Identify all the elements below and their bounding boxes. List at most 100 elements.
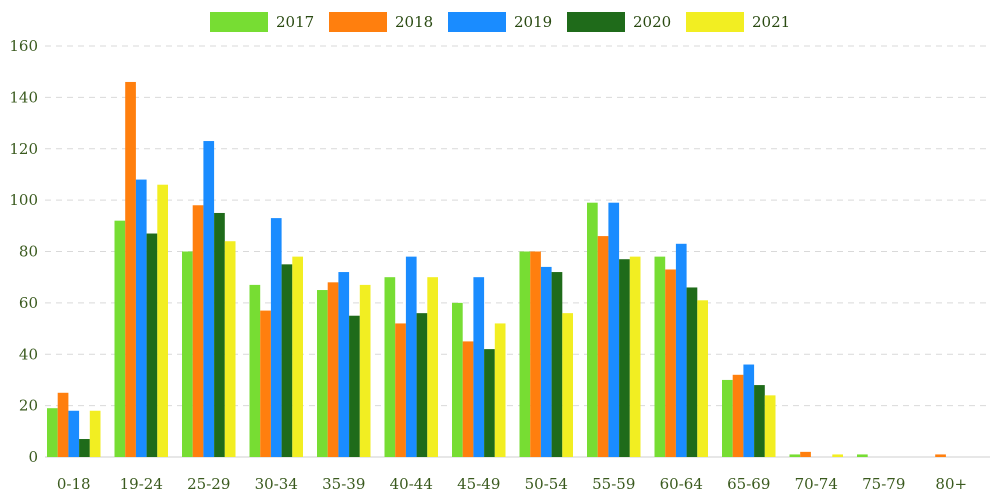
bar-2020-19-24 — [146, 233, 158, 457]
x-tick-label: 55-59 — [592, 475, 635, 493]
legend-label: 2018 — [395, 13, 433, 31]
legend-label: 2021 — [752, 13, 790, 31]
x-tick-label: 70-74 — [795, 475, 838, 493]
legend-item-2021[interactable]: 2021 — [686, 12, 790, 32]
y-tick-label: 140 — [9, 88, 38, 106]
bar-2018-65-69 — [732, 374, 744, 457]
x-tick-label: 40-44 — [390, 475, 433, 493]
legend-swatch — [329, 12, 387, 32]
y-tick-label: 80 — [19, 243, 38, 261]
y-tick-label: 120 — [9, 140, 38, 158]
bar-2017-55-59 — [587, 202, 598, 457]
y-tick-label: 0 — [28, 448, 38, 466]
bar-2017-75-79 — [857, 454, 868, 457]
chart-legend[interactable]: 2017 2018 2019 2020 2021 — [210, 12, 790, 32]
legend-item-2018[interactable]: 2018 — [329, 12, 433, 32]
legend-swatch — [210, 12, 268, 32]
bar-2018-80+ — [935, 454, 946, 457]
y-axis-tick-labels: 0 20 40 60 80 100 120 140 160 — [9, 37, 38, 466]
bar-2017-0-18 — [47, 408, 58, 457]
bar-2018-35-39 — [327, 282, 339, 457]
bar-2019-40-44 — [405, 256, 417, 457]
bar-2018-45-49 — [462, 341, 474, 457]
bar-2018-70-74 — [800, 451, 811, 457]
bar-2017-65-69 — [722, 379, 733, 457]
bar-2021-45-49 — [494, 323, 506, 457]
bar-2021-65-69 — [764, 395, 776, 457]
x-tick-label: 25-29 — [187, 475, 230, 493]
bar-2021-50-54 — [562, 313, 573, 457]
bar-2021-40-44 — [427, 277, 438, 457]
x-tick-label: 30-34 — [255, 475, 298, 493]
bar-2020-50-54 — [551, 272, 563, 457]
bar-2021-19-24 — [157, 184, 168, 457]
x-tick-label: 50-54 — [525, 475, 568, 493]
x-tick-label: 45-49 — [457, 475, 500, 493]
bar-2018-0-18 — [57, 392, 69, 457]
bar-2018-25-29 — [192, 205, 204, 457]
bar-2018-30-34 — [260, 310, 271, 457]
bar-2017-35-39 — [317, 290, 328, 457]
x-tick-label: 0-18 — [57, 475, 91, 493]
bar-2021-35-39 — [359, 284, 371, 457]
bar-2018-60-64 — [665, 269, 676, 457]
bar-2019-25-29 — [203, 141, 215, 457]
bar-2020-35-39 — [349, 315, 360, 457]
bar-2019-30-34 — [270, 218, 282, 457]
bar-2018-40-44 — [395, 323, 406, 457]
bar-2017-70-74 — [789, 454, 801, 457]
bar-2017-40-44 — [384, 277, 396, 457]
bar-2020-60-64 — [686, 287, 698, 457]
bar-series-group — [47, 81, 946, 458]
bar-2021-60-64 — [697, 300, 708, 457]
bar-2021-70-74 — [832, 454, 843, 457]
bar-2019-19-24 — [135, 179, 147, 457]
y-tick-label: 160 — [9, 37, 38, 55]
bar-2020-40-44 — [416, 313, 428, 457]
bar-2020-30-34 — [281, 264, 293, 457]
y-tick-label: 60 — [19, 294, 38, 312]
legend-item-2019[interactable]: 2019 — [448, 12, 552, 32]
x-tick-label: 75-79 — [862, 475, 905, 493]
bar-2019-50-54 — [540, 266, 552, 457]
bar-2020-55-59 — [619, 259, 630, 457]
bar-2020-45-49 — [484, 349, 495, 457]
bar-2020-25-29 — [214, 212, 225, 457]
bar-2019-65-69 — [743, 364, 755, 457]
bar-2019-55-59 — [608, 202, 620, 457]
x-tick-label: 60-64 — [660, 475, 703, 493]
legend-swatch — [686, 12, 744, 32]
bar-2019-60-64 — [675, 243, 687, 457]
bar-2021-30-34 — [292, 256, 303, 457]
bar-2019-35-39 — [338, 272, 350, 457]
bar-2018-55-59 — [597, 236, 609, 457]
bar-2017-45-49 — [452, 302, 463, 457]
legend-label: 2020 — [633, 13, 671, 31]
bar-2017-50-54 — [519, 251, 531, 457]
y-tick-label: 40 — [19, 345, 38, 363]
x-tick-label: 35-39 — [322, 475, 365, 493]
bar-2017-60-64 — [654, 256, 666, 457]
legend-item-2017[interactable]: 2017 — [210, 12, 314, 32]
x-tick-label: 80+ — [935, 475, 967, 493]
legend-label: 2019 — [514, 13, 552, 31]
bar-2017-19-24 — [114, 220, 126, 457]
bar-2019-0-18 — [68, 410, 80, 457]
bar-2019-45-49 — [473, 277, 485, 457]
bar-2018-19-24 — [125, 81, 136, 458]
x-axis-tick-labels: 0-18 19-24 25-29 30-34 35-39 40-44 45-49 50-54 5… — [57, 475, 967, 493]
bar-2020-0-18 — [79, 439, 90, 457]
legend-swatch — [567, 12, 625, 32]
bar-2021-0-18 — [89, 410, 101, 457]
legend-swatch — [448, 12, 506, 32]
y-tick-label: 100 — [9, 191, 38, 209]
bar-2020-65-69 — [754, 385, 765, 457]
legend-item-2020[interactable]: 2020 — [567, 12, 671, 32]
legend-label: 2017 — [276, 13, 314, 31]
bar-2017-25-29 — [182, 251, 193, 457]
bar-2021-55-59 — [629, 256, 641, 457]
y-tick-label: 20 — [19, 397, 38, 415]
bar-2021-25-29 — [224, 241, 236, 457]
x-tick-label: 19-24 — [120, 475, 163, 493]
